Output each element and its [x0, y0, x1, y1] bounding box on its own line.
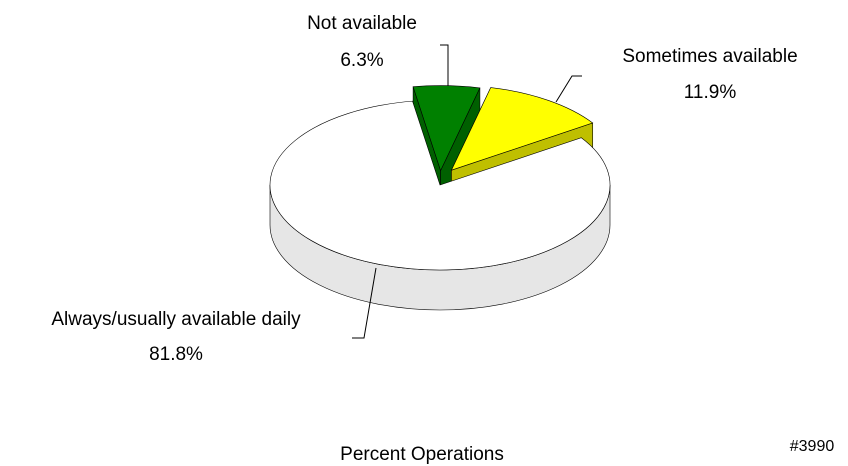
slice [269, 100, 611, 271]
slice [450, 87, 594, 171]
value-label: 11.9% [684, 82, 737, 103]
pie [269, 85, 611, 311]
annotation: #3990 [790, 438, 835, 455]
leader-line [440, 44, 449, 86]
chart-title: Percent Operations [340, 444, 504, 465]
value-label: 81.8% [149, 344, 203, 365]
leader-line [555, 75, 582, 103]
leader-line [352, 267, 377, 339]
value-label: 6.3% [340, 50, 383, 71]
slice-label: Always/usually available daily [51, 309, 301, 330]
slice-label: Sometimes available [622, 46, 797, 67]
slice-label: Not available [307, 13, 417, 34]
slice [412, 85, 481, 172]
